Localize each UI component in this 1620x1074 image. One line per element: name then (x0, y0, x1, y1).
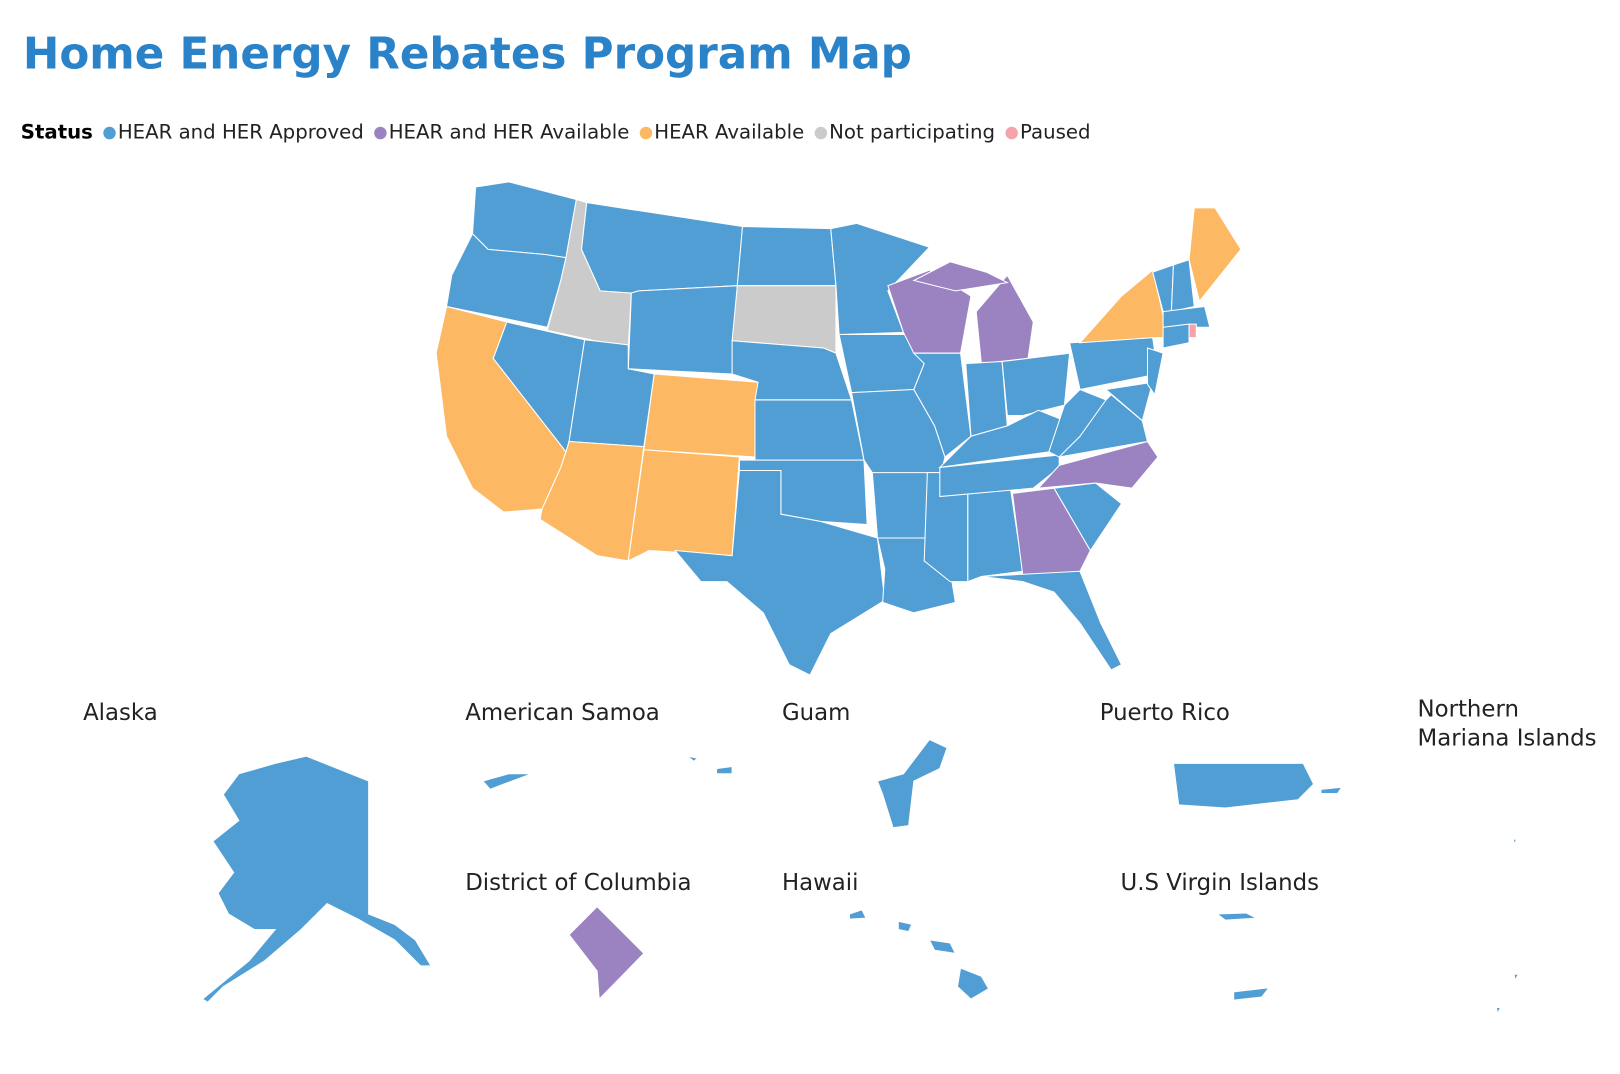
region (627, 285, 738, 375)
legend-title: Status (21, 121, 93, 144)
legend-label: Not participating (829, 121, 995, 144)
region (581, 202, 744, 294)
legend-label: HEAR and HER Available (389, 121, 630, 144)
alaska-shape (201, 755, 432, 1003)
region (1170, 259, 1195, 313)
inset-label: Alaska (83, 700, 158, 726)
legend-label: HEAR Available (654, 121, 804, 144)
region (912, 352, 972, 458)
legend-swatch (374, 126, 387, 140)
page-title: Home Energy Rebates Program Map (23, 30, 912, 80)
region (643, 373, 759, 458)
inset-label: Puerto Rico (1100, 700, 1230, 726)
region (1001, 352, 1071, 417)
inset-label: Northern Mariana Islands (1417, 696, 1597, 752)
puerto-rico-shape (1172, 762, 1315, 809)
region (736, 225, 837, 287)
region (1162, 305, 1211, 328)
region (830, 222, 931, 336)
puerto-rico-shape (1320, 786, 1343, 795)
nmi-shape (1513, 973, 1520, 983)
hawaii-shape (848, 909, 867, 920)
region (938, 409, 1066, 469)
legend-swatch (103, 126, 116, 140)
inset-label: Guam (782, 700, 850, 726)
region (1037, 440, 1159, 489)
region (1104, 381, 1154, 422)
region (1146, 347, 1164, 397)
inset-label: U.S Virgin Islands (1121, 870, 1320, 896)
dc-shape (568, 905, 645, 1001)
region (1011, 487, 1091, 578)
nmi-shape (1512, 838, 1517, 847)
region (673, 470, 886, 676)
nmi-shape (1495, 1006, 1502, 1016)
region (1188, 207, 1242, 303)
legend: HEAR and HER Approved HEAR and HER Availa… (103, 121, 1091, 144)
inset-label-box: Northern Mariana Islands (1417, 696, 1597, 752)
region (627, 449, 740, 562)
legend-label: Paused (1020, 121, 1091, 144)
insets (201, 738, 1520, 1016)
virgin-islands-shape (1233, 987, 1271, 1001)
region (1188, 323, 1197, 339)
guam-shape (876, 738, 948, 829)
hawaii-shape (928, 939, 957, 955)
legend-swatch (639, 126, 653, 140)
us-map (435, 181, 1242, 676)
region (965, 360, 1008, 437)
region (1068, 337, 1159, 391)
virgin-islands-shape (1215, 912, 1259, 921)
region (1162, 323, 1190, 349)
legend-label: HEAR and HER Approved (118, 121, 364, 144)
region (471, 181, 577, 259)
inset-label: District of Columbia (465, 870, 691, 896)
region (754, 399, 865, 461)
samoa-shape (687, 755, 700, 762)
inset-label: American Samoa (465, 700, 660, 726)
legend-swatch (1005, 126, 1018, 140)
inset-label: Hawaii (782, 870, 859, 896)
region (939, 454, 1060, 498)
hawaii-shape (956, 967, 990, 1000)
region (975, 274, 1034, 365)
region (912, 261, 1009, 292)
region (981, 570, 1123, 671)
samoa-shape (481, 773, 532, 790)
hawaii-shape (897, 920, 913, 933)
legend-swatch (814, 126, 828, 140)
region (1078, 269, 1169, 344)
samoa-shape (716, 765, 733, 775)
